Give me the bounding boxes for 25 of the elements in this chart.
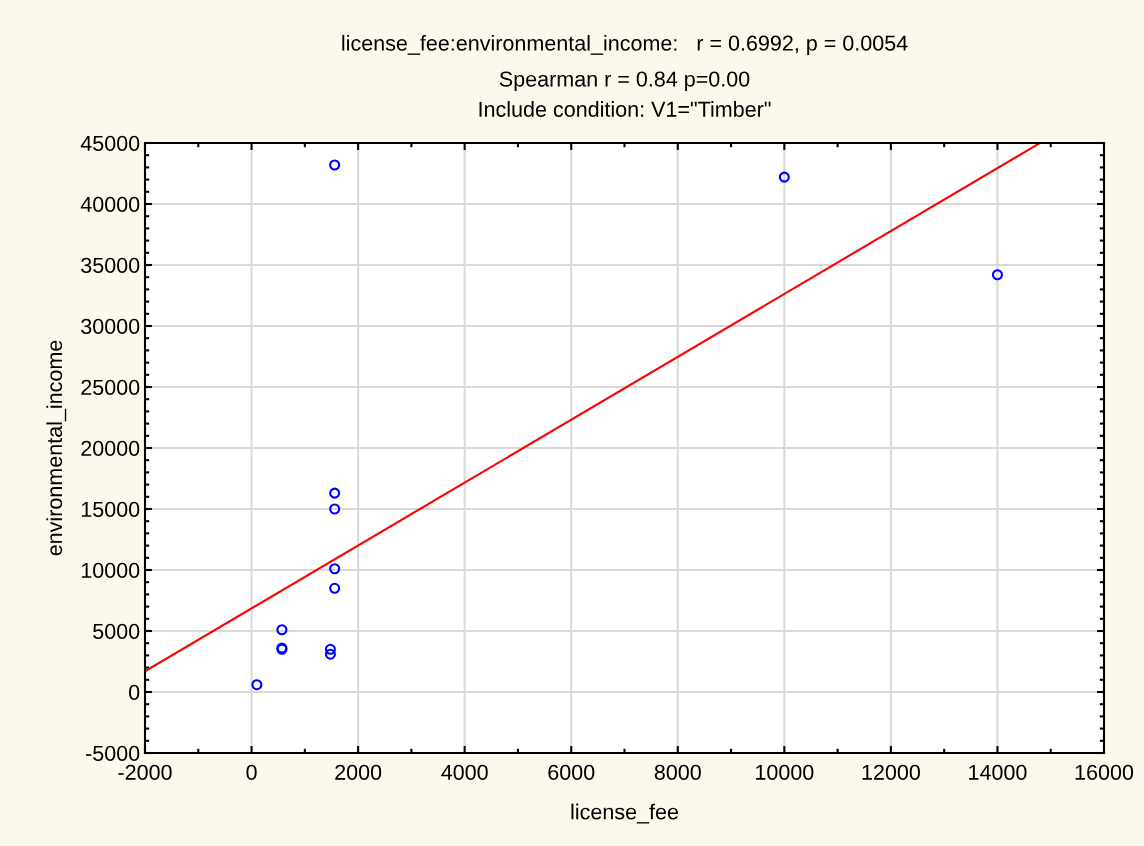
y-tick-label: 5000 [93,623,140,640]
x-tick-label: 12000 [862,764,920,780]
x-tick-label: 6000 [548,764,595,780]
y-tick-label: 10000 [81,562,140,579]
y-tick-label: 35000 [81,257,140,274]
y-tick-label: -5000 [86,745,140,762]
x-tick-label: 10000 [756,764,814,780]
y-tick-label: 20000 [81,440,140,457]
x-tick-label: 16000 [1075,764,1134,780]
y-tick-label: 45000 [80,135,140,152]
y-tick-label: 0 [129,684,140,701]
x-tick-label: -2000 [118,764,172,780]
x-tick-label: 2000 [335,764,382,780]
chart-subtitle: Spearman r = 0.84 p=0.00 Include condition: V1="Timber" [479,71,771,117]
chart-title: license_fee:environmental_income: r = 0.6992, p = 0.0054 [342,34,908,56]
x-tick-label: 14000 [969,764,1027,780]
y-axis-title: environmental_income [46,340,67,556]
x-axis-title: license_fee [571,803,678,824]
x-tick-label: 4000 [441,764,488,780]
y-tick-label: 30000 [81,318,140,335]
x-tick-label: 0 [246,764,257,780]
y-tick-label: 40000 [80,196,140,213]
y-tick-label: 15000 [81,501,140,518]
y-tick-label: 25000 [81,379,140,396]
x-tick-label: 8000 [654,764,701,780]
